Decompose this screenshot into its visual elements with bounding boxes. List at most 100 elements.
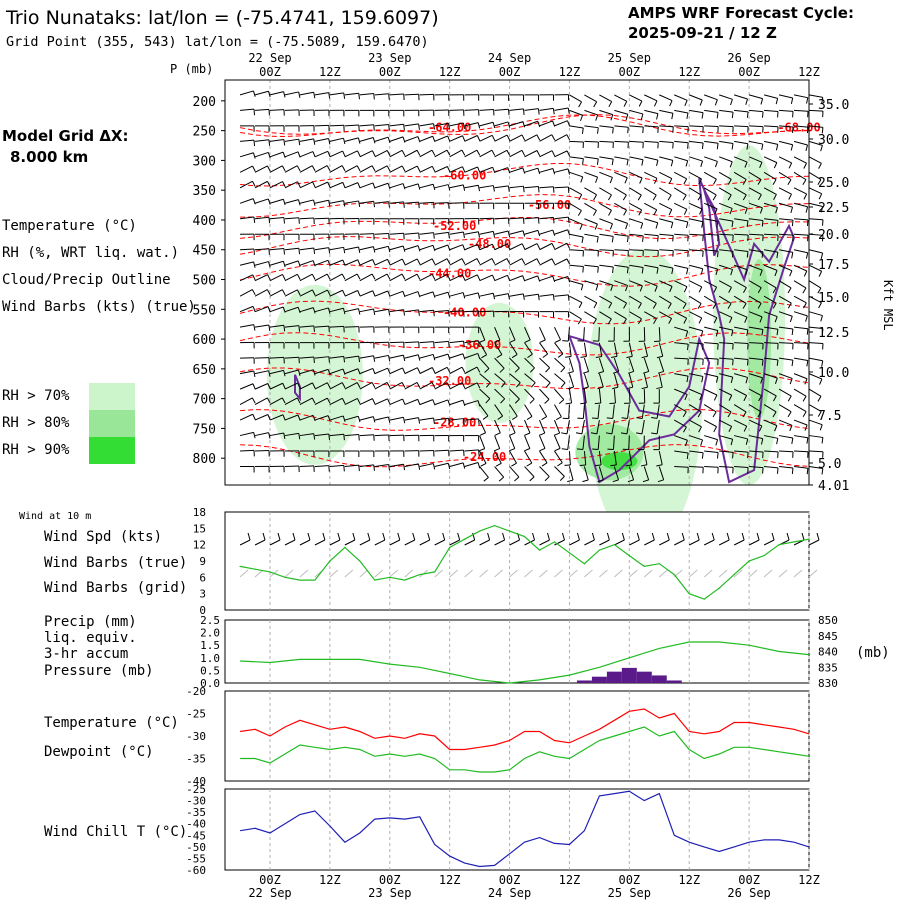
- wind-barb: [674, 388, 688, 395]
- wind-barb-flag: [566, 243, 571, 249]
- wind-barb-flag: [478, 418, 480, 425]
- wind-barb-flag: [806, 360, 809, 367]
- true-wind-barb-flag: [532, 532, 536, 541]
- pressure-tick: 400: [193, 214, 216, 229]
- wind-barb-flag: [327, 181, 331, 188]
- wind-barb-flag: [817, 396, 822, 402]
- precip-bar: [591, 676, 607, 683]
- wind-barb-flag: [252, 383, 256, 390]
- pressure-tick: 300: [193, 154, 216, 169]
- wind-barb: [524, 404, 533, 417]
- wind-barb: [314, 368, 329, 375]
- wind-barb-flag: [495, 462, 502, 467]
- wind-barb: [659, 125, 674, 128]
- wind-barb-flag: [608, 210, 612, 216]
- wind-barb-flag: [642, 370, 649, 374]
- wind-barb: [404, 232, 419, 235]
- height-tick: 20.0: [818, 228, 849, 243]
- wind-barb-flag: [481, 354, 487, 359]
- wind-barb-flag: [281, 165, 286, 172]
- wind-barb-flag: [297, 307, 301, 314]
- top-date-tick: 22 Sep: [248, 51, 291, 65]
- wind-barb: [344, 433, 359, 437]
- wind-barb: [479, 342, 488, 356]
- wind-barb: [434, 417, 449, 421]
- wind-barb-flag: [744, 207, 748, 214]
- wind-barb: [808, 311, 823, 317]
- wind-barb: [718, 202, 733, 209]
- wind-barb: [269, 217, 284, 220]
- wind-barb-flag: [597, 127, 599, 134]
- wind-barb: [597, 404, 600, 419]
- wind-barb-flag: [607, 318, 612, 325]
- model-grid-value: 8.000 km: [10, 148, 88, 166]
- wind-barb: [299, 199, 314, 204]
- wind-barb-flag: [312, 307, 316, 314]
- wind-barb: [299, 325, 314, 328]
- wind-barb: [389, 381, 403, 390]
- wind-barb-flag: [760, 377, 763, 384]
- wind-barb-flag: [759, 207, 763, 214]
- wind-barb: [763, 295, 777, 304]
- wind-barb-flag: [717, 251, 719, 258]
- wind-barb: [778, 187, 792, 195]
- wind-barb: [509, 419, 516, 434]
- wind-barb: [389, 398, 403, 406]
- wind-barb-flag: [268, 324, 271, 331]
- wind-barb-flag: [313, 247, 316, 254]
- wind-barb: [748, 94, 763, 100]
- wind-barb-flag: [594, 402, 601, 405]
- wind-barb-flag: [577, 210, 582, 216]
- true-wind-barb-flag: [457, 532, 461, 541]
- wind-barb: [719, 326, 733, 331]
- wind-barb: [658, 450, 663, 465]
- wind-barb-flag: [776, 252, 779, 259]
- true-wind-barb: [374, 539, 386, 546]
- wind-barb-flag: [806, 328, 809, 335]
- wind-barb-flag: [477, 122, 481, 129]
- wind-barb: [689, 357, 704, 360]
- wind-barb-flag: [313, 356, 315, 363]
- wind-barb: [793, 311, 808, 317]
- wind-barb-flag: [746, 251, 749, 258]
- wind-barb: [598, 373, 604, 388]
- wind-barb: [764, 233, 779, 236]
- wind-barb: [733, 94, 748, 100]
- wind-barb: [404, 273, 418, 282]
- wind-barb: [269, 139, 284, 142]
- wind-barb: [419, 232, 434, 235]
- true-wind-barb: [763, 539, 775, 546]
- wind-barb: [479, 185, 494, 189]
- wind-barb-flag: [282, 306, 286, 313]
- wind-barb: [494, 243, 508, 251]
- wind-barb: [464, 382, 478, 390]
- wind-barb: [269, 181, 283, 189]
- wind-barb: [299, 181, 313, 189]
- wind-barb: [419, 244, 434, 251]
- wind-speed-point: [628, 554, 630, 557]
- wind-barb-flag: [461, 366, 466, 373]
- wind-barb: [554, 276, 568, 282]
- wind-barb-flag: [760, 98, 764, 105]
- wind-barb-flag: [713, 426, 718, 433]
- wind-barb-flag: [670, 222, 674, 229]
- wind-barb: [614, 233, 629, 237]
- wind-barb-flag: [558, 399, 565, 404]
- wind-barb: [344, 165, 358, 173]
- wind-barb-flag: [342, 308, 346, 315]
- wind-barb-flag: [529, 476, 535, 482]
- true-wind-barb-flag: [606, 532, 610, 541]
- wind-barb-flag: [683, 178, 688, 185]
- wind-barb-flag: [509, 432, 516, 436]
- bottom-hour-tick: 12Z: [559, 873, 581, 887]
- wind-barb: [689, 342, 704, 345]
- wind-barb-flag: [651, 417, 658, 419]
- true-wind-barb-flag: [741, 532, 745, 541]
- wind-barb: [464, 292, 479, 297]
- wind-barb: [449, 399, 464, 406]
- wind-barb-flag: [772, 411, 777, 418]
- wind-barb-flag: [296, 289, 301, 296]
- wind-barb: [539, 134, 553, 142]
- wind-barb: [718, 388, 732, 396]
- wind-barb: [449, 418, 464, 421]
